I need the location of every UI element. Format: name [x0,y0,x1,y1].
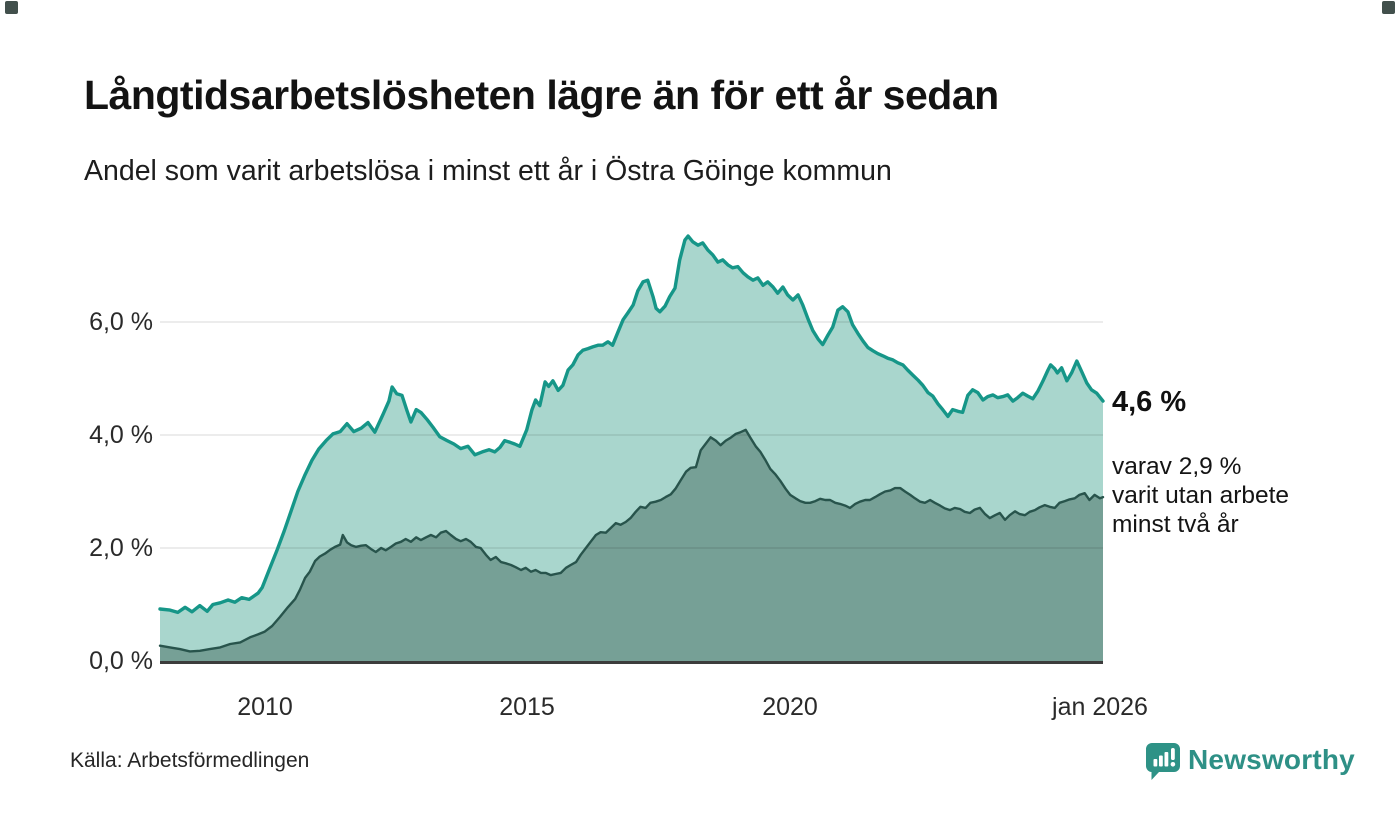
x-tick-label: 2015 [499,693,555,721]
y-tick-label: 0,0 % [89,647,153,675]
brand-wordmark: Newsworthy [1188,744,1355,775]
bar-icon [1159,755,1163,767]
subset-value-label-line2: varit utan arbete [1112,482,1290,509]
speech-bubble-shape [1146,743,1180,780]
page-subtitle: Andel som varit arbetslösa i minst ett å… [84,155,892,187]
exclamation-dot [1170,762,1176,767]
latest-value-label: 4,6 % [1112,386,1187,418]
x-tick-label: 2020 [762,693,818,721]
y-tick-label: 2,0 % [89,534,153,562]
line-min-two-years [158,428,1105,653]
x-tick-label: 2010 [237,693,293,721]
area-min-two-years [160,429,1103,661]
y-tick-label: 4,0 % [89,421,153,449]
page-title: Långtidsarbetslösheten lägre än för ett … [84,72,999,118]
subset-value-label-line1: varav 2,9 % [1112,453,1242,480]
source-credit: Källa: Arbetsförmedlingen [70,749,310,772]
bar-icon [1164,752,1169,767]
exclamation-icon [1171,748,1175,760]
bar-icon [1153,759,1158,767]
subset-value-label-line3: minst två år [1112,511,1239,538]
newsworthy-logo-icon [1146,743,1180,780]
corner-mark [1382,1,1395,14]
y-tick-label: 6,0 % [89,308,153,336]
corner-mark [5,1,18,14]
x-tick-label: jan 2026 [1052,693,1148,721]
line-min-one-year [158,234,1105,615]
